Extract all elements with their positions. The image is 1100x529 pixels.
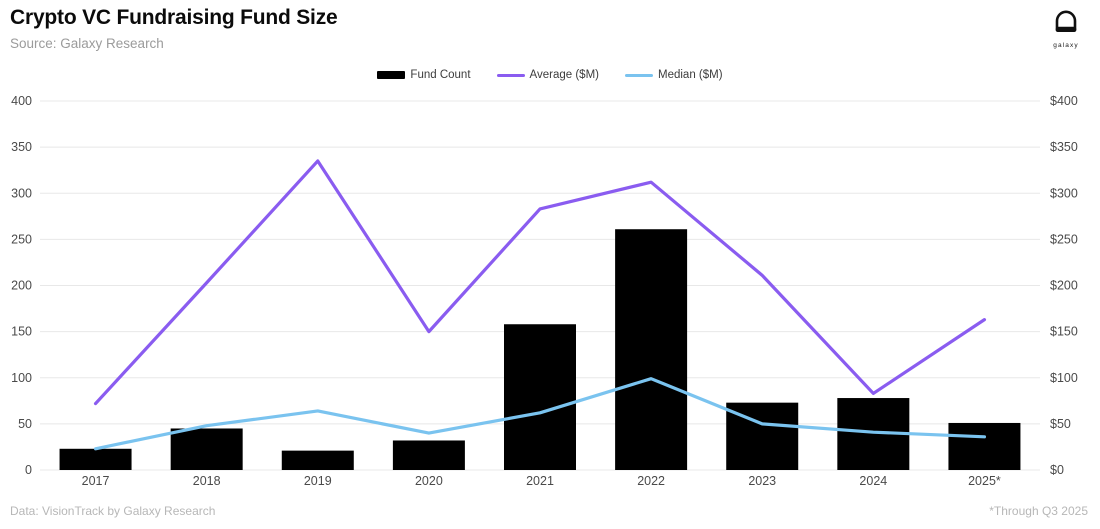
right-axis-tick: $50	[1050, 417, 1071, 431]
bar-2018[interactable]	[170, 428, 243, 470]
x-axis-label-2018: 2018	[193, 474, 221, 488]
line-median-m[interactable]	[93, 377, 987, 451]
bar-swatch-icon	[377, 71, 406, 79]
legend-item-average-m[interactable]: Average ($M)	[496, 69, 599, 81]
legend-label: Average ($M)	[529, 69, 599, 81]
galaxy-logo-label: galaxy	[1053, 42, 1079, 49]
right-axis-tick: $200	[1050, 279, 1078, 293]
galaxy-helmet-icon	[1051, 8, 1081, 41]
left-axis-tick: 200	[11, 279, 32, 293]
x-axis-label-2019: 2019	[304, 474, 332, 488]
legend-label: Fund Count	[410, 69, 471, 81]
x-axis-label-2023: 2023	[748, 474, 776, 488]
x-axis-label-2022: 2022	[637, 474, 665, 488]
chart-legend: Fund Count Average ($M) Median ($M)	[0, 69, 1100, 81]
x-axis-label-2021: 2021	[526, 474, 554, 488]
left-axis-tick: 50	[18, 417, 32, 431]
line-average-m[interactable]	[93, 159, 987, 406]
legend-item-median-m[interactable]: Median ($M)	[625, 69, 723, 81]
bar-2021[interactable]	[504, 324, 576, 470]
left-axis-tick: 350	[11, 140, 32, 154]
galaxy-logo: galaxy	[1044, 8, 1088, 49]
bar-2022[interactable]	[615, 229, 688, 470]
x-axis-label-2024: 2024	[859, 474, 887, 488]
bar-2019[interactable]	[281, 450, 354, 470]
right-axis-tick: $300	[1050, 186, 1078, 200]
right-axis-tick: $100	[1050, 371, 1078, 385]
left-axis-tick: 400	[11, 94, 32, 108]
x-axis-label-2025: 2025*	[968, 474, 1001, 488]
right-axis-tick: $0	[1050, 463, 1064, 477]
left-axis-tick: 300	[11, 186, 32, 200]
left-axis-tick: 0	[25, 463, 32, 477]
page-title: Crypto VC Fundraising Fund Size	[10, 6, 338, 29]
right-axis-tick: $400	[1050, 94, 1078, 108]
left-axis-tick: 150	[11, 325, 32, 339]
combo-chart-svg: 0 $0 50 $50 100 $100 150 $150 200 $200 250 $250 300 $…	[11, 94, 1078, 488]
chart-area: 0 $0 50 $50 100 $100 150 $150 200 $200 250 $250 300 $…	[0, 92, 1100, 496]
page-subtitle: Source: Galaxy Research	[10, 36, 164, 51]
legend-item-fund-count[interactable]: Fund Count	[377, 69, 471, 81]
right-axis-tick: $150	[1050, 325, 1078, 339]
line-swatch-icon	[625, 73, 653, 77]
data-source-note: Data: VisionTrack by Galaxy Research	[10, 504, 216, 518]
through-date-note: *Through Q3 2025	[989, 504, 1088, 518]
line-swatch-icon	[496, 73, 525, 77]
x-axis-label-2020: 2020	[415, 474, 443, 488]
left-axis-tick: 250	[11, 232, 32, 246]
right-axis-tick: $350	[1050, 140, 1078, 154]
left-axis-tick: 100	[11, 371, 32, 385]
x-axis-label-2017: 2017	[82, 474, 110, 488]
right-axis-tick: $250	[1050, 232, 1078, 246]
bar-2017[interactable]	[59, 448, 132, 470]
bar-2025[interactable]	[948, 422, 1021, 470]
legend-label: Median ($M)	[658, 69, 723, 81]
bar-2020[interactable]	[392, 440, 465, 470]
